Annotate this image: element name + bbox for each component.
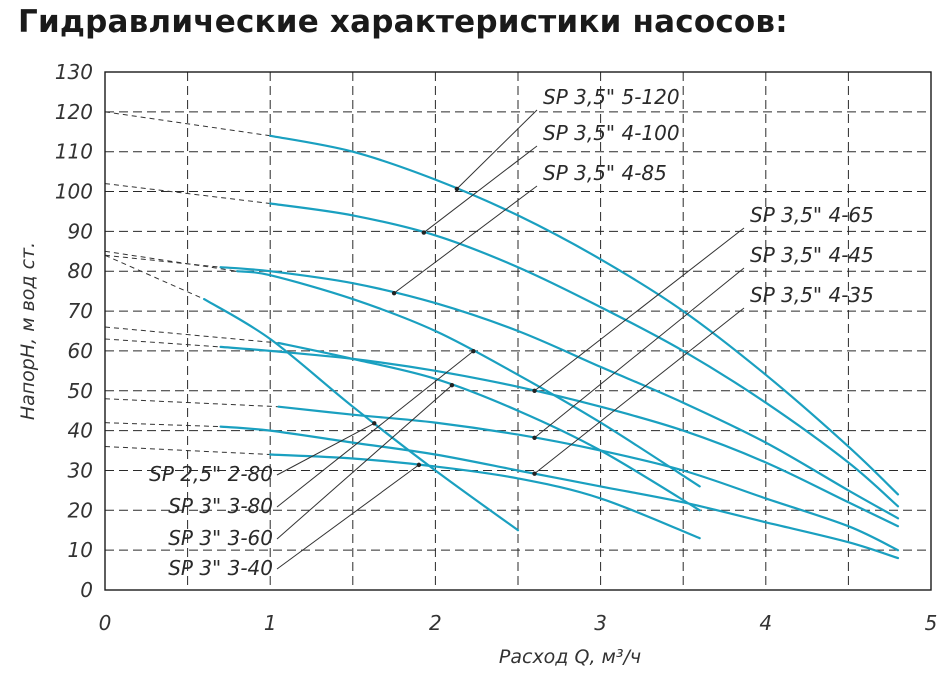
series-curve-sp-3-5-4-100 — [269, 202, 900, 508]
leader-dot-sp-3-3-80 — [471, 348, 476, 354]
x-tick-label: 3 — [594, 611, 607, 635]
y-axis-label: НапорH, м вод ст. — [17, 242, 39, 420]
y-tick-label: 110 — [55, 140, 93, 164]
series-curve-sp-3-5-4-85 — [219, 266, 900, 520]
leader-line-sp-3-5-4-85 — [393, 185, 538, 294]
chart-title: Гидравлические характеристики насосов: — [18, 4, 788, 40]
y-tick-label: 130 — [55, 60, 93, 84]
x-tick-label: 0 — [99, 611, 112, 635]
series-label-sp-3-5-4-35: SP 3,5" 4-35 — [750, 283, 874, 307]
leader-line-sp-3-3-60 — [276, 384, 453, 540]
leader-line-sp-3-3-40 — [276, 464, 420, 570]
y-tick-label: 60 — [68, 339, 93, 363]
extrapolation-sp-3-5-4-45 — [104, 398, 279, 408]
series-label-sp-3-5-4-45: SP 3,5" 4-45 — [750, 243, 874, 267]
leader-line-sp-3-5-4-65 — [534, 227, 745, 392]
leader-dot-sp-3-5-4-100 — [421, 230, 427, 235]
extrapolation-sp-2-5-2-80 — [104, 254, 205, 300]
x-tick-label: 5 — [925, 611, 938, 635]
leader-line-sp-3-3-80 — [276, 350, 474, 508]
series-label-sp-3-5-4-85: SP 3,5" 4-85 — [543, 161, 667, 185]
y-tick-label: 90 — [68, 219, 93, 243]
leader-line-sp-2-5-2-80 — [276, 422, 375, 476]
series-label-sp-3-5-5-120: SP 3,5" 5-120 — [543, 85, 680, 109]
leader-dot-sp-3-5-5-120 — [454, 186, 460, 192]
y-tick-label: 0 — [80, 578, 93, 602]
x-axis-label: Расход Q, м³/ч — [499, 646, 641, 668]
series-label-sp-3-3-60: SP 3" 3-60 — [168, 526, 273, 550]
leader-lines — [276, 109, 745, 570]
y-tick-label: 40 — [68, 419, 93, 443]
series-curve-sp-3-5-4-65 — [219, 345, 900, 528]
series-curve-sp-3-3-60 — [277, 341, 701, 512]
x-tick-label: 1 — [264, 611, 277, 635]
extrapolation-sp-3-3-80 — [104, 250, 238, 272]
leader-line-sp-3-5-4-100 — [423, 145, 538, 233]
leader-dot-sp-3-3-40 — [416, 462, 422, 468]
extrapolation-sp-3-5-4-35 — [104, 422, 221, 428]
leader-dot-sp-2-5-2-80 — [372, 421, 377, 426]
y-tick-label: 20 — [68, 498, 93, 522]
series-labels: SP 3,5" 5-120 SP 3,5" 4-100 SP 3,5" 4-85 SP… — [149, 85, 874, 580]
extrapolation-lines — [104, 111, 279, 456]
leader-line-sp-3-5-5-120 — [456, 109, 538, 190]
leader-line-sp-3-5-4-45 — [534, 267, 745, 439]
extrapolation-sp-3-5-5-120 — [104, 111, 271, 137]
series-curve-sp-3-3-40 — [269, 453, 701, 540]
leader-dot-sp-3-5-4-65 — [532, 388, 537, 393]
plot-frame — [104, 71, 932, 591]
y-tick-label: 100 — [55, 180, 93, 204]
leader-line-sp-3-5-4-35 — [534, 307, 745, 475]
series-label-sp-2-5-2-80: SP 2,5" 2-80 — [149, 462, 273, 486]
series-curve-sp-3-5-4-35 — [219, 425, 900, 560]
extrapolation-sp-3-3-40 — [104, 446, 271, 456]
series-label-sp-3-3-80: SP 3" 3-80 — [168, 494, 273, 518]
y-tick-label: 10 — [68, 538, 93, 562]
series-curve-sp-2-5-2-80 — [203, 298, 520, 532]
leader-dot-sp-3-5-4-45 — [532, 435, 537, 440]
y-tick-label: 70 — [68, 299, 93, 323]
extrapolation-sp-3-5-4-85 — [104, 254, 221, 268]
series-label-sp-3-5-4-65: SP 3,5" 4-65 — [750, 203, 874, 227]
y-tick-label: 80 — [68, 259, 93, 283]
leader-dot-sp-3-3-60 — [449, 382, 455, 388]
y-tick-label: 120 — [55, 100, 93, 124]
series-curve-sp-3-3-80 — [236, 270, 701, 488]
series-curve-sp-3-5-4-45 — [277, 405, 900, 552]
leader-dot-sp-3-5-4-35 — [532, 471, 537, 476]
y-tick-label: 50 — [68, 379, 93, 403]
y-tick-label: 30 — [68, 458, 93, 482]
series-label-sp-3-3-40: SP 3" 3-40 — [168, 556, 273, 580]
extrapolation-sp-3-3-60 — [104, 326, 279, 344]
extrapolation-sp-3-5-4-100 — [104, 183, 271, 204]
series-label-sp-3-5-4-100: SP 3,5" 4-100 — [543, 121, 680, 145]
leader-dot-sp-3-5-4-85 — [391, 290, 397, 296]
series-curve-sp-3-5-5-120 — [269, 134, 900, 496]
x-tick-label: 2 — [429, 611, 442, 635]
series-curves — [203, 134, 900, 560]
x-tick-label: 4 — [759, 611, 772, 635]
extrapolation-sp-3-5-4-65 — [104, 338, 221, 348]
